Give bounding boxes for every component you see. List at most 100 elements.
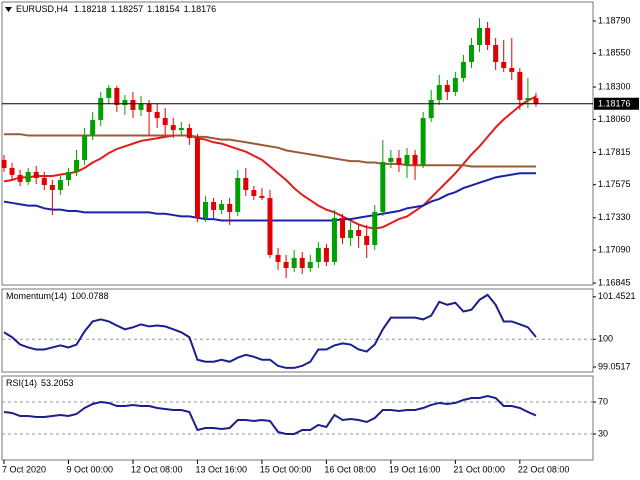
candle-body <box>364 235 370 245</box>
indicator-line <box>3 293 537 369</box>
panel-frame <box>1 375 594 461</box>
candle-body <box>356 230 362 236</box>
candle-body <box>114 87 120 105</box>
y-tick-label: 30 <box>598 428 608 438</box>
candle-body <box>420 118 426 165</box>
candle-body <box>444 85 450 93</box>
y-tick-label: 1.17815 <box>598 147 631 157</box>
y-tick-label: 1.18300 <box>598 81 631 91</box>
price-label-box <box>594 97 639 110</box>
y-tick-label: 1.17090 <box>598 244 631 254</box>
last-low: 1.18154 <box>147 4 180 14</box>
candle-body <box>460 61 466 79</box>
candle-body <box>299 257 305 269</box>
last-open: 1.18218 <box>74 4 107 14</box>
last-close: 1.18176 <box>184 4 217 14</box>
candle-body <box>90 119 96 136</box>
candle-body <box>412 154 418 165</box>
y-tick-label: 1.18060 <box>598 114 631 124</box>
candle-body <box>428 99 434 119</box>
candle-body <box>170 125 176 131</box>
symbol: EURUSD,H4 <box>16 4 68 14</box>
candle-body <box>82 135 88 160</box>
x-tick-label: 12 Oct 08:00 <box>131 464 183 474</box>
candle-body <box>1 159 7 169</box>
candle-body <box>194 137 200 219</box>
candle-body <box>452 78 458 93</box>
candle-body <box>211 201 217 210</box>
y-tick-label: 99.0517 <box>598 361 631 371</box>
candle-body <box>138 104 144 110</box>
indicator-line <box>3 394 537 435</box>
price-label: 1.18176 <box>598 99 631 109</box>
candle-body <box>25 171 31 182</box>
y-tick-label: 1.16845 <box>598 277 631 287</box>
candle-body <box>517 71 523 100</box>
candle-body <box>17 174 23 182</box>
candle-body <box>65 171 71 181</box>
candle-body <box>372 211 378 245</box>
candle-body <box>493 44 499 62</box>
y-tick-label: 1.18550 <box>598 48 631 58</box>
candle-body <box>154 111 160 119</box>
indicator-name: Momentum(14) <box>6 291 67 301</box>
candle-body <box>348 230 354 238</box>
x-tick-label: 21 Oct 00:00 <box>453 464 505 474</box>
symbol-header: EURUSD,H4 1.18218 1.18257 1.18154 1.18176 <box>16 4 216 14</box>
candle-body <box>227 204 233 212</box>
candle-body <box>283 261 289 269</box>
x-tick-label: 15 Oct 00:00 <box>260 464 312 474</box>
candle-body <box>178 128 184 131</box>
x-tick-label: 9 Oct 00:00 <box>66 464 113 474</box>
x-tick-label: 13 Oct 16:00 <box>195 464 247 474</box>
y-tick-label: 1.17330 <box>598 212 631 222</box>
candle-body <box>275 254 281 262</box>
x-tick-label: 16 Oct 08:00 <box>324 464 376 474</box>
y-tick-label: 100 <box>598 334 613 344</box>
panel-frame <box>1 288 594 373</box>
candle-body <box>49 185 55 190</box>
candle-body <box>291 257 297 269</box>
candle-body <box>380 161 386 212</box>
x-tick-label: 7 Oct 2020 <box>2 464 46 474</box>
candle-body <box>533 98 539 104</box>
candle-body <box>323 247 329 262</box>
candle-body <box>106 87 112 98</box>
candle-body <box>501 61 507 69</box>
candle-body <box>146 104 152 112</box>
candle-body <box>203 201 208 219</box>
candle-body <box>122 99 128 105</box>
candle-body <box>130 99 136 110</box>
momentum-header: Momentum(14) 100.0788 <box>6 291 109 301</box>
y-tick-label: 1.17575 <box>598 179 631 189</box>
candle-body <box>259 195 265 198</box>
panel-frame <box>1 1 594 286</box>
candle-body <box>33 171 39 178</box>
indicator-name: RSI(14) <box>6 378 37 388</box>
candle-body <box>525 98 531 100</box>
candle-body <box>396 157 402 165</box>
candle-body <box>41 177 47 186</box>
candle-body <box>388 157 394 162</box>
candle-body <box>235 177 241 212</box>
candle-body <box>243 177 249 190</box>
candle-body <box>57 180 63 190</box>
rsi-header: RSI(14) 53.2053 <box>6 378 74 388</box>
indicator-value: 100.0788 <box>71 291 109 301</box>
candle-body <box>477 28 483 45</box>
candle-body <box>9 168 15 175</box>
y-tick-label: 70 <box>598 396 608 406</box>
x-tick-label: 19 Oct 16:00 <box>389 464 441 474</box>
candle-body <box>74 159 80 172</box>
candle-body <box>509 68 515 72</box>
candle-body <box>485 28 491 45</box>
candle-body <box>251 189 257 196</box>
candle-body <box>98 97 104 120</box>
y-tick-label: 1.18790 <box>598 15 631 25</box>
menu-triangle[interactable] <box>5 7 12 12</box>
indicator-value: 53.2053 <box>41 378 74 388</box>
x-tick-label: 22 Oct 08:00 <box>518 464 570 474</box>
candle-body <box>340 218 346 238</box>
